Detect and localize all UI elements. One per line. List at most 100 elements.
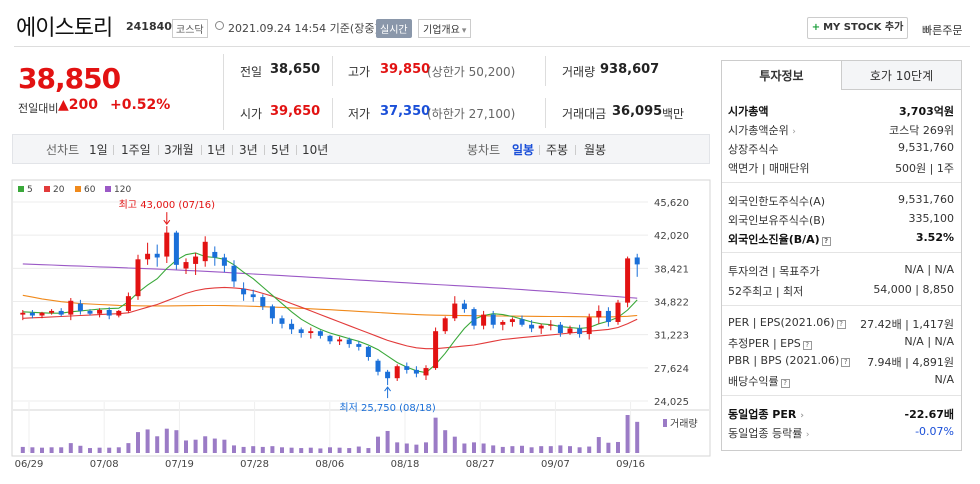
separator	[232, 145, 233, 155]
foreign-held-label: 외국인보유주식수(B)	[728, 214, 826, 227]
per-eps-label: PER | EPS(2021.06)?	[728, 316, 846, 329]
per-eps-text: PER | EPS(2021.06)	[728, 316, 835, 329]
separator	[158, 145, 159, 155]
volume-bar	[404, 443, 409, 453]
candle-weekly[interactable]: 주봉	[546, 143, 569, 157]
foreign-ratio-label: 외국인소진율(B/A)?	[728, 231, 831, 247]
volume-bar	[520, 445, 524, 453]
volume-bar	[78, 445, 83, 453]
panel-divider	[722, 395, 961, 396]
divider	[545, 98, 546, 128]
candle-body	[538, 325, 544, 329]
period-5y[interactable]: 5년	[271, 143, 290, 157]
panel-divider	[722, 182, 961, 183]
help-icon[interactable]: ?	[802, 341, 812, 350]
volume-bar	[577, 447, 582, 453]
volume-value: 938,607	[600, 62, 660, 77]
candle-body	[125, 296, 131, 311]
par-value-value: 500원 | 1주	[895, 162, 954, 175]
volume-bar	[116, 447, 121, 453]
volume-bar	[20, 446, 25, 453]
volume-bar	[625, 415, 630, 453]
candle-body	[221, 257, 227, 266]
prev-close-value: 38,650	[270, 62, 321, 77]
candle-daily[interactable]: 일봉	[512, 143, 535, 157]
y-tick-label: 24,025	[654, 397, 689, 408]
chart-frame	[11, 179, 711, 457]
volume-bar	[414, 444, 419, 453]
candle-body	[471, 309, 477, 326]
volume-bar	[59, 447, 64, 453]
legend-label: 5	[27, 185, 33, 195]
sector-change-label[interactable]: 동일업종 등락률 ›	[728, 425, 809, 441]
volume-bar	[529, 447, 534, 453]
mystock-label: MY STOCK 추가	[823, 22, 904, 33]
candle-body	[365, 346, 371, 357]
realtime-badge[interactable]: 실시간	[376, 19, 412, 38]
candle-chart-label[interactable]: 봉차트	[467, 143, 501, 157]
tab-hoga-10[interactable]: 호가 10단계	[841, 60, 962, 90]
volume-bar	[260, 446, 265, 453]
candle-body	[548, 324, 554, 326]
period-10y[interactable]: 10년	[302, 143, 329, 157]
chevron-down-icon: ▾	[461, 26, 467, 36]
x-tick-label: 09/16	[616, 459, 645, 470]
lower-limit: (하한가 27,100)	[427, 107, 516, 121]
candle-body	[279, 318, 285, 324]
market-cap-rank-label[interactable]: 시가총액순위 ›	[728, 122, 796, 138]
sector-change-text: 동일업종 등락률	[728, 427, 803, 440]
y-tick-label: 38,421	[654, 264, 689, 275]
mystock-add-button[interactable]: + MY STOCK 추가	[807, 17, 908, 39]
help-icon[interactable]: ?	[841, 358, 851, 367]
legend-label: 60	[84, 185, 96, 195]
candle-body	[385, 371, 391, 379]
y-tick-label: 34,822	[654, 298, 689, 309]
candle-body	[39, 312, 45, 316]
amount-unit: 백만	[662, 107, 685, 121]
panel-divider	[722, 252, 961, 253]
help-icon[interactable]: ?	[780, 379, 790, 388]
candle-body	[442, 318, 448, 332]
sector-per-label[interactable]: 동일업종 PER ›	[728, 406, 804, 422]
tab-invest-info[interactable]: 투자정보	[721, 60, 842, 90]
candle-body	[106, 310, 112, 316]
volume-bar	[251, 446, 256, 453]
period-1d[interactable]: 1일	[89, 143, 108, 157]
price-chart[interactable]: 45,620 42,020 38,421 34,822 31,223 27,624 24,0…	[0, 0, 720, 484]
volume-bar	[193, 439, 198, 453]
candle-body	[605, 310, 611, 322]
ma20-line	[22, 286, 638, 350]
help-icon[interactable]: ?	[821, 237, 831, 246]
quick-order-link[interactable]: 빠른주문	[922, 24, 963, 37]
divider	[332, 98, 333, 128]
company-summary-dropdown[interactable]: 기업개요 ▾	[418, 19, 472, 38]
candle-body	[29, 312, 35, 316]
period-1y[interactable]: 1년	[207, 143, 226, 157]
volume-bar	[40, 447, 44, 453]
help-icon[interactable]: ?	[836, 320, 846, 329]
volume-bar	[164, 428, 169, 453]
candle-monthly[interactable]: 월봉	[584, 143, 607, 157]
datetime: 2021.09.24 14:54 기준(장중)	[228, 22, 379, 35]
price-change-pct: +0.52%	[110, 97, 171, 113]
legend-label: 120	[114, 185, 132, 195]
volume-bar	[155, 436, 160, 453]
company-summary-label: 기업개요	[423, 25, 460, 36]
market-cap-label: 시가총액	[728, 105, 769, 118]
volume-bar	[107, 447, 112, 453]
period-3m[interactable]: 3개월	[164, 143, 194, 157]
volume-bar	[347, 448, 352, 453]
volume-bar	[548, 446, 553, 453]
candle-body	[346, 339, 352, 345]
line-chart-label[interactable]: 선차트	[46, 143, 80, 157]
opinion-value: N/A | N/A	[904, 263, 954, 276]
y-tick-label: 31,223	[654, 331, 689, 342]
candle-body	[135, 259, 141, 297]
period-3y[interactable]: 3년	[239, 143, 258, 157]
x-tick-label: 08/18	[391, 459, 420, 470]
volume-bar	[385, 430, 390, 453]
x-tick-label: 07/08	[90, 459, 119, 470]
volume-bar	[30, 447, 35, 453]
volume-bar	[424, 442, 428, 453]
period-1w[interactable]: 1주일	[121, 143, 151, 157]
